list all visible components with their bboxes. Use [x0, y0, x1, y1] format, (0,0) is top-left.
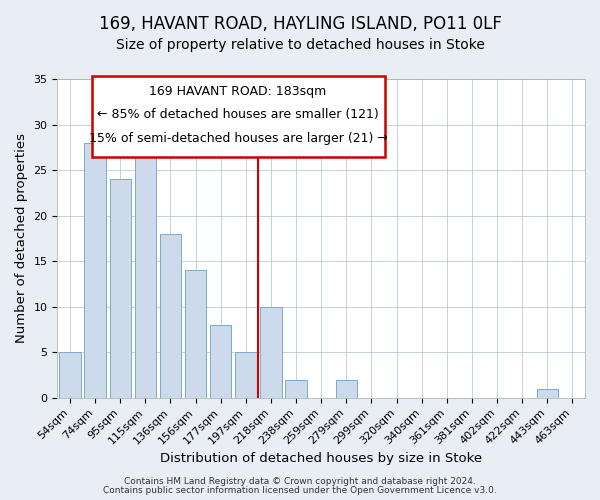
Bar — [260, 306, 281, 398]
Text: 169 HAVANT ROAD: 183sqm: 169 HAVANT ROAD: 183sqm — [149, 86, 327, 98]
Bar — [210, 325, 232, 398]
Bar — [536, 388, 558, 398]
Text: ← 85% of detached houses are smaller (121): ← 85% of detached houses are smaller (12… — [97, 108, 379, 120]
Y-axis label: Number of detached properties: Number of detached properties — [15, 134, 28, 344]
Bar — [59, 352, 80, 398]
Text: Size of property relative to detached houses in Stoke: Size of property relative to detached ho… — [116, 38, 484, 52]
Bar — [335, 380, 357, 398]
Text: 169, HAVANT ROAD, HAYLING ISLAND, PO11 0LF: 169, HAVANT ROAD, HAYLING ISLAND, PO11 0… — [98, 15, 502, 33]
Bar — [235, 352, 257, 398]
Bar — [110, 179, 131, 398]
Text: 15% of semi-detached houses are larger (21) →: 15% of semi-detached houses are larger (… — [89, 132, 388, 144]
X-axis label: Distribution of detached houses by size in Stoke: Distribution of detached houses by size … — [160, 452, 482, 465]
Bar — [286, 380, 307, 398]
FancyBboxPatch shape — [92, 76, 385, 157]
Bar — [134, 152, 156, 398]
Bar — [85, 142, 106, 398]
Text: Contains public sector information licensed under the Open Government Licence v3: Contains public sector information licen… — [103, 486, 497, 495]
Bar — [160, 234, 181, 398]
Bar — [185, 270, 206, 398]
Text: Contains HM Land Registry data © Crown copyright and database right 2024.: Contains HM Land Registry data © Crown c… — [124, 477, 476, 486]
